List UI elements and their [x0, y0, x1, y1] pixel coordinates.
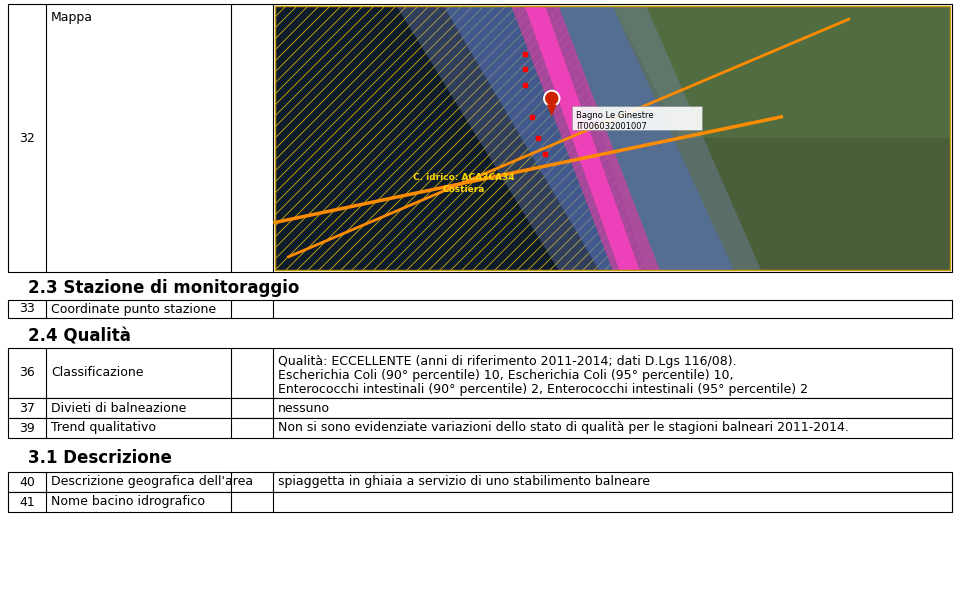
Text: spiaggetta in ghiaia a servizio di uno stabilimento balneare: spiaggetta in ghiaia a servizio di uno s… [278, 475, 650, 489]
Polygon shape [559, 6, 950, 270]
Bar [8, 492, 952, 512]
Polygon shape [512, 6, 660, 270]
Text: nessuno: nessuno [278, 402, 330, 414]
Text: Trend qualitativo: Trend qualitativo [51, 421, 156, 435]
Polygon shape [547, 104, 557, 117]
Text: 32: 32 [19, 131, 35, 144]
Text: 39: 39 [19, 421, 35, 435]
Bar [8, 398, 952, 418]
Polygon shape [525, 6, 639, 270]
Bar [572, 106, 702, 130]
Circle shape [545, 92, 558, 104]
Text: Bagno Le Ginestre: Bagno Le Ginestre [576, 111, 654, 120]
Text: C. idrico: ACA3CA34: C. idrico: ACA3CA34 [413, 173, 515, 182]
Text: 2.3 Stazione di monitoraggio: 2.3 Stazione di monitoraggio [28, 279, 300, 297]
Bar [8, 418, 952, 438]
Text: 41: 41 [19, 495, 35, 508]
Text: 40: 40 [19, 475, 35, 489]
Polygon shape [612, 6, 950, 138]
Text: Mappa: Mappa [51, 12, 93, 25]
Polygon shape [444, 6, 734, 270]
Text: Non si sono evidenziate variazioni dello stato di qualità per le stagioni balnea: Non si sono evidenziate variazioni dello… [278, 421, 849, 435]
Text: 36: 36 [19, 367, 35, 379]
Polygon shape [396, 6, 761, 270]
Text: Costiera: Costiera [443, 185, 485, 194]
Text: 33: 33 [19, 303, 35, 316]
Bar [8, 472, 952, 492]
Bar [8, 300, 952, 318]
Text: 37: 37 [19, 402, 35, 414]
Text: Descrizione geografica dell'area: Descrizione geografica dell'area [51, 475, 253, 489]
Text: Coordinate punto stazione: Coordinate punto stazione [51, 303, 216, 316]
Text: Escherichia Coli (90° percentile) 10, Escherichia Coli (95° percentile) 10,: Escherichia Coli (90° percentile) 10, Es… [278, 370, 733, 383]
Bar [275, 6, 950, 270]
Text: Nome bacino idrografico: Nome bacino idrografico [51, 495, 205, 508]
Bar [8, 348, 952, 398]
Bar [8, 4, 952, 272]
Bar [275, 6, 950, 270]
Text: 3.1 Descrizione: 3.1 Descrizione [28, 449, 172, 467]
Text: Qualità: ECCELLENTE (anni di riferimento 2011-2014; dati D.Lgs 116/08).: Qualità: ECCELLENTE (anni di riferimento… [278, 356, 736, 368]
Text: 2.4 Qualità: 2.4 Qualità [28, 327, 131, 345]
Text: Classificazione: Classificazione [51, 367, 143, 379]
Circle shape [543, 90, 560, 106]
Text: IT006032001007: IT006032001007 [576, 122, 647, 131]
Text: Enterococchi intestinali (90° percentile) 2, Enterococchi intestinali (95° perce: Enterococchi intestinali (90° percentile… [278, 384, 808, 397]
Text: Divieti di balneazione: Divieti di balneazione [51, 402, 186, 414]
